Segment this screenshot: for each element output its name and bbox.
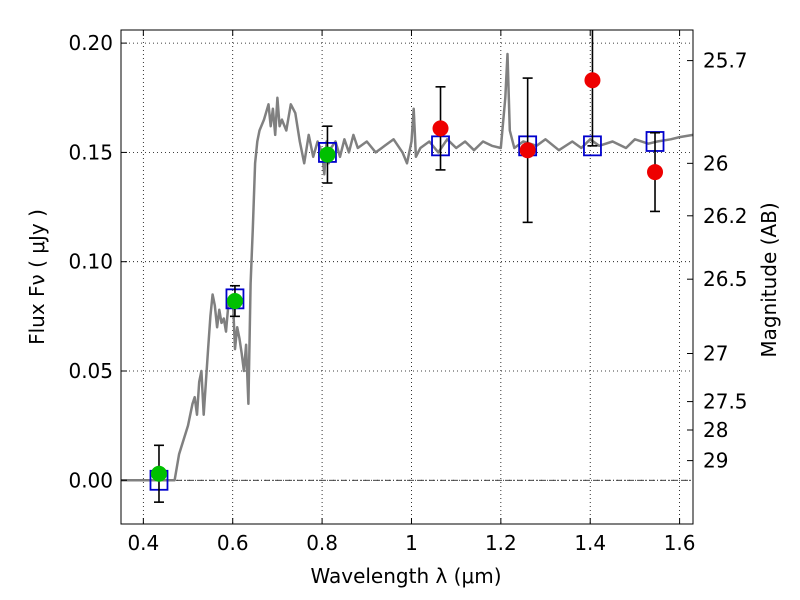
red-photometry-point — [584, 72, 601, 89]
magnitude-tick-label: 26 — [703, 151, 728, 175]
grid — [121, 30, 693, 524]
x-tick-label: 1.6 — [664, 531, 696, 555]
magnitude-tick-label: 27.5 — [703, 390, 748, 414]
axis-ticks: 0.4 0.6 0.8 1 1.2 1.4 1.6 0.00 0.05 0.10 0.15 0.20 2… — [68, 30, 748, 555]
magnitude-tick-label: 28 — [703, 418, 728, 442]
magnitude-tick-label: 27 — [703, 342, 728, 366]
x-tick-label: 0.4 — [127, 531, 159, 555]
x-tick-label: 1.4 — [574, 531, 606, 555]
red-photometry-point — [432, 120, 449, 137]
y-tick-label: 0.10 — [68, 250, 113, 274]
magnitude-tick-label: 29 — [703, 449, 728, 473]
magnitude-tick-label: 25.7 — [703, 49, 748, 73]
magnitude-tick-label: 26.2 — [703, 204, 748, 228]
model-spectrum-line — [121, 52, 694, 482]
green-photometry-point — [150, 465, 167, 482]
x-tick-label: 1 — [405, 531, 418, 555]
x-tick-label: 1.2 — [485, 531, 517, 555]
y-tick-label: 0.00 — [68, 468, 113, 492]
magnitude-tick-label: 26.5 — [703, 267, 748, 291]
y-axis-label: Flux Fν ( μJy ) — [25, 209, 49, 345]
x-tick-label: 0.8 — [306, 531, 338, 555]
x-axis-label: Wavelength λ (μm) — [310, 564, 501, 588]
y-tick-label: 0.05 — [68, 359, 113, 383]
magnitude-axis-label: Magnitude (AB) — [757, 202, 781, 357]
red-photometry-point — [647, 164, 664, 181]
data-points — [149, 30, 665, 503]
red-photometry-point — [519, 142, 536, 159]
green-photometry-point — [226, 293, 243, 310]
green-photometry-point — [319, 146, 336, 163]
y-tick-label: 0.15 — [68, 140, 113, 164]
x-tick-label: 0.6 — [217, 531, 249, 555]
y-tick-label: 0.20 — [68, 31, 113, 55]
plot-frame — [120, 29, 694, 525]
